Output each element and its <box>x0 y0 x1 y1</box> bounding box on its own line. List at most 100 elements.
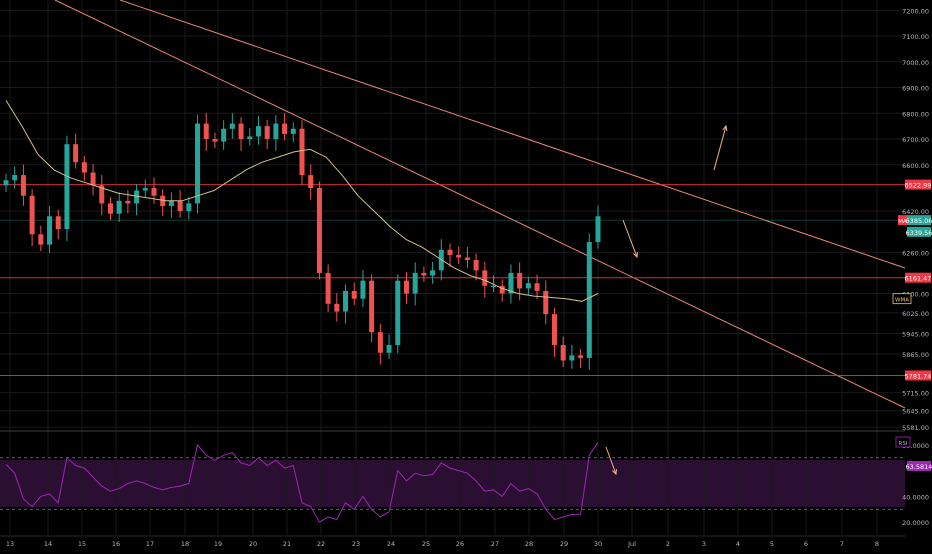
x-axis-tick-label: 8 <box>875 540 879 548</box>
candle-body <box>578 355 584 358</box>
x-axis-tick-label: Jul <box>627 540 636 548</box>
y-axis-tick-label: 6100.00 <box>902 291 929 299</box>
y-axis-tick-label: 5865.00 <box>902 351 929 359</box>
candle-body <box>195 123 201 204</box>
candle-body <box>64 144 70 230</box>
price-line-badge-label: 6161.47 <box>905 275 932 283</box>
x-axis-tick-label: 19 <box>214 540 222 548</box>
x-axis-tick-label: 27 <box>491 540 499 548</box>
candle-body <box>360 280 366 299</box>
annotation-arrow-down-head <box>633 251 638 259</box>
current-price-badge-label: 6385.06 <box>906 217 932 225</box>
ma-tag-label: MA <box>898 219 907 225</box>
candle-body <box>229 123 235 129</box>
price-line-badge <box>905 272 931 283</box>
y-axis-tick-label: 6700.00 <box>902 136 929 144</box>
candle-body <box>377 332 383 353</box>
rsi-value-badge <box>907 461 931 472</box>
candle-body <box>29 195 35 235</box>
y-axis-tick-label: 5945.00 <box>902 330 929 338</box>
y-axis-tick-label: 6900.00 <box>902 85 929 93</box>
annotation-arrow-down <box>622 219 638 258</box>
price-line-badge-label: 5781.74 <box>905 372 932 380</box>
x-axis-tick-label: 29 <box>560 540 568 548</box>
candle-body <box>212 139 218 142</box>
secondary-price-badge-label: 6339.56 <box>906 229 932 237</box>
annotation-arrow-up <box>713 125 727 171</box>
candle-body <box>221 128 227 142</box>
candle-body <box>586 242 592 358</box>
candle-body <box>55 216 61 230</box>
x-axis-tick-label: 5 <box>770 540 774 548</box>
price-line-badge <box>905 179 931 190</box>
candle-body <box>255 126 261 137</box>
candle-body <box>334 303 340 312</box>
y-axis-tick-label: 6420.00 <box>902 208 929 216</box>
rsi-line <box>5 442 599 523</box>
candle-body <box>168 200 174 206</box>
x-axis-tick-label: 23 <box>352 540 360 548</box>
candle-body <box>125 200 131 204</box>
candle-body <box>534 283 540 291</box>
candle-body <box>20 175 26 196</box>
candle-body <box>142 187 148 191</box>
candle-body <box>447 249 453 255</box>
candle-body <box>134 190 140 204</box>
candle-body <box>430 270 436 276</box>
candle-body <box>38 234 44 245</box>
candle-body <box>160 195 166 206</box>
candle-body <box>412 272 418 294</box>
x-axis-tick-label: 20 <box>249 540 257 548</box>
rsi-tick-label: 40.0000 <box>902 493 929 501</box>
candle-body <box>499 285 505 294</box>
x-axis-tick-label: 30 <box>594 540 602 548</box>
rsi-tick-label: 20.0000 <box>902 519 929 527</box>
ma-tag <box>898 215 907 226</box>
x-axis-tick-label: 24 <box>387 540 395 548</box>
candle-body <box>551 314 557 346</box>
candle-body <box>395 280 401 346</box>
rsi-tick-label: 80.0000 <box>902 442 929 450</box>
x-axis-tick-label: 13 <box>6 540 14 548</box>
candle-body <box>351 290 357 299</box>
candle-body <box>290 128 296 134</box>
candle-body <box>595 216 601 243</box>
x-axis-tick-label: 15 <box>78 540 86 548</box>
candle-body <box>386 345 392 353</box>
candle-body <box>273 123 279 140</box>
y-axis-tick-label: 7200.00 <box>902 7 929 15</box>
y-axis-tick-label: 6025.00 <box>902 310 929 318</box>
current-price-badge <box>907 215 931 226</box>
annotation-arrow-up-head <box>722 124 728 132</box>
rsi-tag <box>895 436 911 448</box>
x-axis-tick-label: 18 <box>181 540 189 548</box>
x-axis-tick-label: 4 <box>736 540 740 548</box>
candle-body <box>343 290 349 312</box>
x-axis-tick-label: 28 <box>525 540 533 548</box>
moving-average-line <box>5 100 599 302</box>
annotation-arrow-rsi <box>605 446 617 475</box>
y-axis-tick-label: 5581.00 <box>902 424 929 432</box>
x-axis-tick-label: 21 <box>283 540 291 548</box>
wma-tag <box>892 293 912 305</box>
candle-body <box>90 172 96 186</box>
wma-tag-label: WMA <box>895 298 909 304</box>
y-axis-tick-label: 6800.00 <box>902 110 929 118</box>
trendline-upper <box>119 0 906 269</box>
candle-body <box>464 257 470 261</box>
x-axis-tick-label: 16 <box>112 540 120 548</box>
candle-body <box>177 200 183 212</box>
candle-body <box>473 260 479 271</box>
candle-body <box>325 272 331 304</box>
y-axis-tick-label: 5715.00 <box>902 390 929 398</box>
candle-body <box>456 254 462 258</box>
candle-body <box>403 280 409 294</box>
x-axis-tick-label: 25 <box>422 540 430 548</box>
rsi-value-badge-label: 63.5814 <box>906 463 932 471</box>
candle-body <box>238 123 244 140</box>
annotation-arrow-rsi-head <box>612 468 617 476</box>
candle-body <box>508 272 514 294</box>
